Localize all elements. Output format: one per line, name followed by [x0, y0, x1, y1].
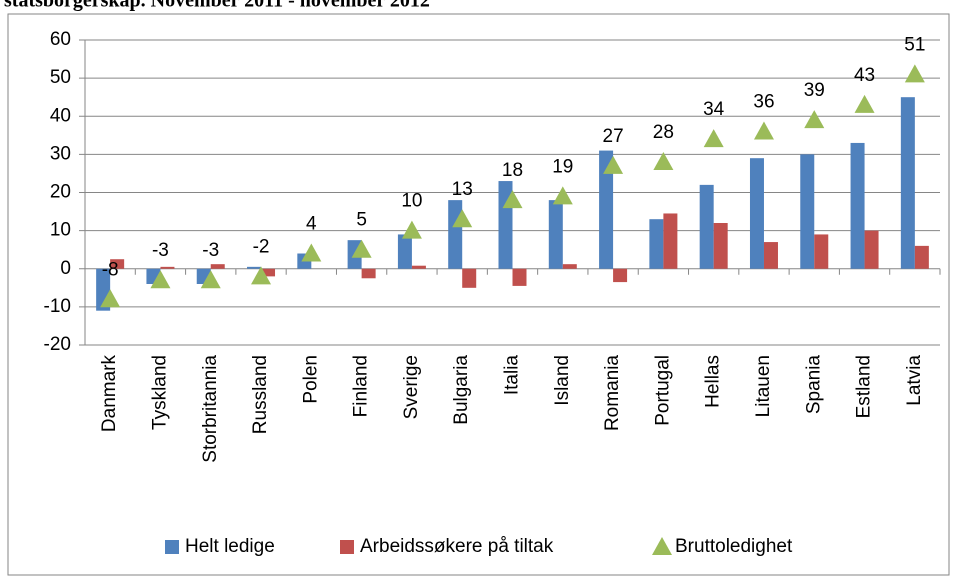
marker	[452, 209, 473, 228]
bar	[361, 268, 376, 279]
marker	[100, 289, 121, 308]
x-tick-label: Bulgaria	[451, 355, 472, 425]
y-tick-label: 60	[50, 29, 71, 50]
chart-title: statsborgerskap. November 2011 - novembe…	[4, 0, 430, 12]
marker	[904, 64, 925, 83]
data-label: 43	[854, 65, 875, 86]
bar	[261, 268, 276, 277]
x-tick-label: Portugal	[652, 355, 673, 426]
legend-marker	[652, 537, 672, 555]
x-tick-label: Spania	[803, 355, 824, 415]
x-tick-label: Sverige	[401, 355, 422, 419]
bar	[749, 158, 764, 269]
y-tick-label: 40	[50, 105, 71, 126]
bar	[562, 264, 577, 269]
y-tick-label: 30	[50, 143, 71, 164]
x-tick-label: Island	[552, 355, 573, 406]
y-tick-label: -10	[44, 296, 71, 317]
y-tick-label: 50	[50, 67, 71, 88]
x-tick-label: Latvia	[904, 355, 925, 406]
x-tick-label: Hellas	[703, 355, 724, 408]
bar	[411, 265, 426, 269]
data-label: 36	[753, 92, 774, 113]
x-tick-label: Romania	[602, 355, 623, 431]
marker	[401, 220, 422, 239]
x-tick-label: Tyskland	[149, 355, 170, 430]
marker	[804, 110, 825, 129]
x-tick-label: Finland	[351, 355, 372, 417]
legend-swatch	[165, 540, 179, 554]
bar	[110, 259, 125, 269]
bar	[713, 223, 728, 269]
legend-label: Arbeidssøkere på tiltak	[360, 536, 554, 557]
legend-label: Helt ledige	[185, 536, 275, 557]
y-tick-label: 10	[50, 220, 71, 241]
data-label: -8	[102, 259, 119, 280]
x-tick-label: Storbritannia	[200, 355, 221, 463]
data-label: -3	[202, 240, 219, 261]
marker	[150, 270, 171, 289]
marker	[603, 155, 624, 174]
y-tick-label: -20	[44, 334, 71, 355]
bar	[649, 219, 664, 269]
bar	[864, 230, 879, 269]
data-label: 10	[401, 191, 422, 212]
legend-swatch	[340, 540, 354, 554]
data-label: 39	[804, 80, 825, 101]
x-tick-label: Polen	[300, 355, 321, 404]
marker	[351, 239, 372, 258]
data-label: -2	[253, 236, 270, 257]
x-tick-label: Danmark	[99, 355, 120, 433]
marker	[753, 121, 774, 140]
marker	[552, 186, 573, 205]
data-label: 28	[653, 122, 674, 143]
bar	[210, 264, 225, 269]
bar	[160, 266, 175, 269]
x-tick-label: Estland	[854, 355, 875, 418]
marker	[703, 129, 724, 148]
x-tick-label: Russland	[250, 355, 271, 434]
data-label: 13	[452, 179, 473, 200]
data-label: -3	[152, 240, 169, 261]
data-label: 18	[502, 160, 523, 181]
bar	[397, 234, 412, 269]
x-tick-label: Litauen	[753, 355, 774, 417]
bar	[900, 97, 915, 269]
marker	[251, 266, 272, 285]
x-tick-label: Italia	[502, 355, 523, 396]
bar	[850, 142, 865, 269]
data-label: 27	[603, 126, 624, 147]
marker	[200, 270, 221, 289]
data-label: 34	[703, 99, 725, 120]
data-label: 19	[552, 156, 573, 177]
bar	[613, 268, 628, 283]
marker	[854, 94, 875, 113]
data-label: 4	[306, 214, 317, 235]
marker	[502, 190, 523, 209]
bar	[599, 150, 614, 269]
bar	[462, 268, 477, 288]
bar	[800, 154, 815, 269]
y-tick-label: 0	[60, 258, 71, 279]
legend-label: Bruttoledighet	[675, 536, 793, 557]
bar	[663, 213, 678, 269]
bar	[814, 234, 829, 269]
bar	[548, 200, 563, 269]
bar	[763, 242, 778, 269]
bar	[699, 184, 714, 269]
chart-frame	[7, 13, 950, 576]
marker	[301, 243, 322, 262]
bar	[448, 200, 463, 269]
y-tick-label: 20	[50, 182, 71, 203]
bar	[914, 245, 929, 269]
bar	[247, 266, 262, 269]
marker	[653, 152, 674, 170]
data-label: 51	[904, 34, 925, 55]
data-label: 5	[356, 210, 367, 231]
bar	[512, 268, 527, 286]
